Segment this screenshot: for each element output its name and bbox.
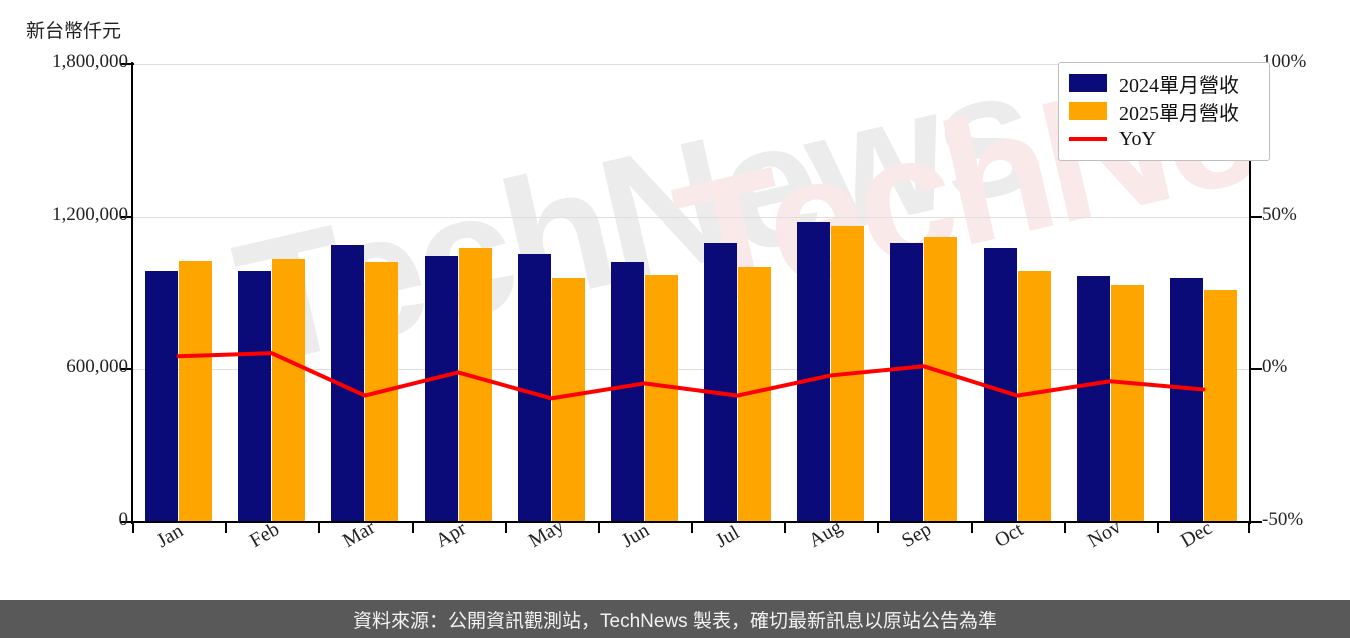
legend-item-0[interactable]: 2024單月營收 <box>1069 69 1259 97</box>
x-axis-tickmark <box>877 523 880 533</box>
chart-legend[interactable]: 2024單月營收 2025單月營收 YoY <box>1058 62 1270 161</box>
y-axis-left-tickmark <box>120 368 132 371</box>
x-axis-tickmark <box>132 523 134 533</box>
y-axis-left-tick-label: 1,200,000 <box>52 203 128 225</box>
bar-2025 <box>738 267 772 522</box>
x-axis-tickmark <box>1063 523 1066 533</box>
y-axis-right-tick-label: 50% <box>1262 203 1297 225</box>
y-axis-right-tick-label: 0% <box>1262 356 1288 378</box>
bar-2024 <box>517 254 551 522</box>
x-axis-tickmark <box>970 523 973 533</box>
legend-item-label: 2024單月營收 <box>1119 74 1239 97</box>
bar-2024 <box>1169 278 1203 522</box>
bar-2025 <box>365 262 399 522</box>
bar-2024 <box>983 248 1017 522</box>
x-axis-tickmark <box>1248 523 1250 533</box>
x-axis-tickmark <box>691 523 693 533</box>
legend-item-2[interactable]: YoY <box>1069 125 1259 153</box>
bar-2024 <box>704 243 738 522</box>
y-axis-right-tick-label: -50% <box>1262 509 1304 530</box>
bar-2025 <box>458 248 492 522</box>
x-axis-tickmark <box>784 523 787 533</box>
x-axis-label-oct: Oct <box>991 518 1028 553</box>
x-axis-label-feb: Feb <box>245 518 283 553</box>
x-axis-tickmark <box>597 523 600 533</box>
bar-2025 <box>1110 285 1144 522</box>
bar-2025 <box>179 261 213 522</box>
y-axis-unit-label: 新台幣仟元 <box>26 21 122 42</box>
x-axis-tickmark <box>504 523 507 533</box>
y-axis-right <box>1249 62 1251 524</box>
y-axis-left-tick-label: 600,000 <box>66 356 128 378</box>
axis-cap <box>1249 521 1262 523</box>
x-axis-tickmark <box>225 523 228 533</box>
y-axis-right-tick-label: 100% <box>1262 51 1307 72</box>
x-axis-label-jan: Jan <box>152 519 187 553</box>
bar-2024 <box>145 271 179 522</box>
legend-line-swatch <box>1069 137 1107 141</box>
y-axis-left-tickmark <box>120 215 132 218</box>
bar-2025 <box>831 225 865 522</box>
bar-2025 <box>644 275 678 522</box>
x-axis-tickmark <box>318 523 321 533</box>
y-axis-right-tickmark <box>1250 368 1262 371</box>
axis-cap <box>121 63 134 65</box>
legend-item-label: YoY <box>1119 127 1156 150</box>
y-axis-left <box>131 62 133 524</box>
x-axis-label-jul: Jul <box>711 521 743 553</box>
bar-2024 <box>1076 276 1110 522</box>
bar-2024 <box>238 271 272 522</box>
bar-2025 <box>1017 271 1051 522</box>
legend-color-swatch <box>1069 74 1107 92</box>
x-axis-label-jun: Jun <box>618 519 654 553</box>
bar-2024 <box>890 242 924 522</box>
legend-item-label: 2025單月營收 <box>1119 102 1239 125</box>
bar-2025 <box>551 278 585 522</box>
bar-2025 <box>272 259 306 522</box>
bar-2025 <box>924 236 958 522</box>
y-axis-left-tick-label: 1,800,000 <box>52 51 128 72</box>
bar-2024 <box>424 256 458 522</box>
source-footer: 資料來源：公開資訊觀測站，TechNews 製表，確切最新訊息以原站公告為準 <box>0 600 1350 638</box>
bar-2025 <box>1203 290 1237 522</box>
axis-cap <box>121 521 134 523</box>
x-axis-label-sep: Sep <box>897 518 935 553</box>
x-axis-tickmark <box>1156 523 1159 533</box>
y-axis-right-tickmark <box>1250 215 1262 218</box>
bar-2024 <box>610 262 644 522</box>
source-footer-text: 資料來源：公開資訊觀測站，TechNews 製表，確切最新訊息以原站公告為準 <box>353 610 997 632</box>
y-axis-left-tick-label: 0 <box>118 509 129 530</box>
bar-2024 <box>331 244 365 522</box>
legend-item-1[interactable]: 2025單月營收 <box>1069 97 1259 125</box>
gridline <box>132 216 1250 218</box>
x-axis <box>131 521 1251 523</box>
x-axis-tickmark <box>411 523 414 533</box>
legend-color-swatch <box>1069 102 1107 120</box>
bar-2024 <box>797 221 831 522</box>
gridline <box>132 64 1250 65</box>
